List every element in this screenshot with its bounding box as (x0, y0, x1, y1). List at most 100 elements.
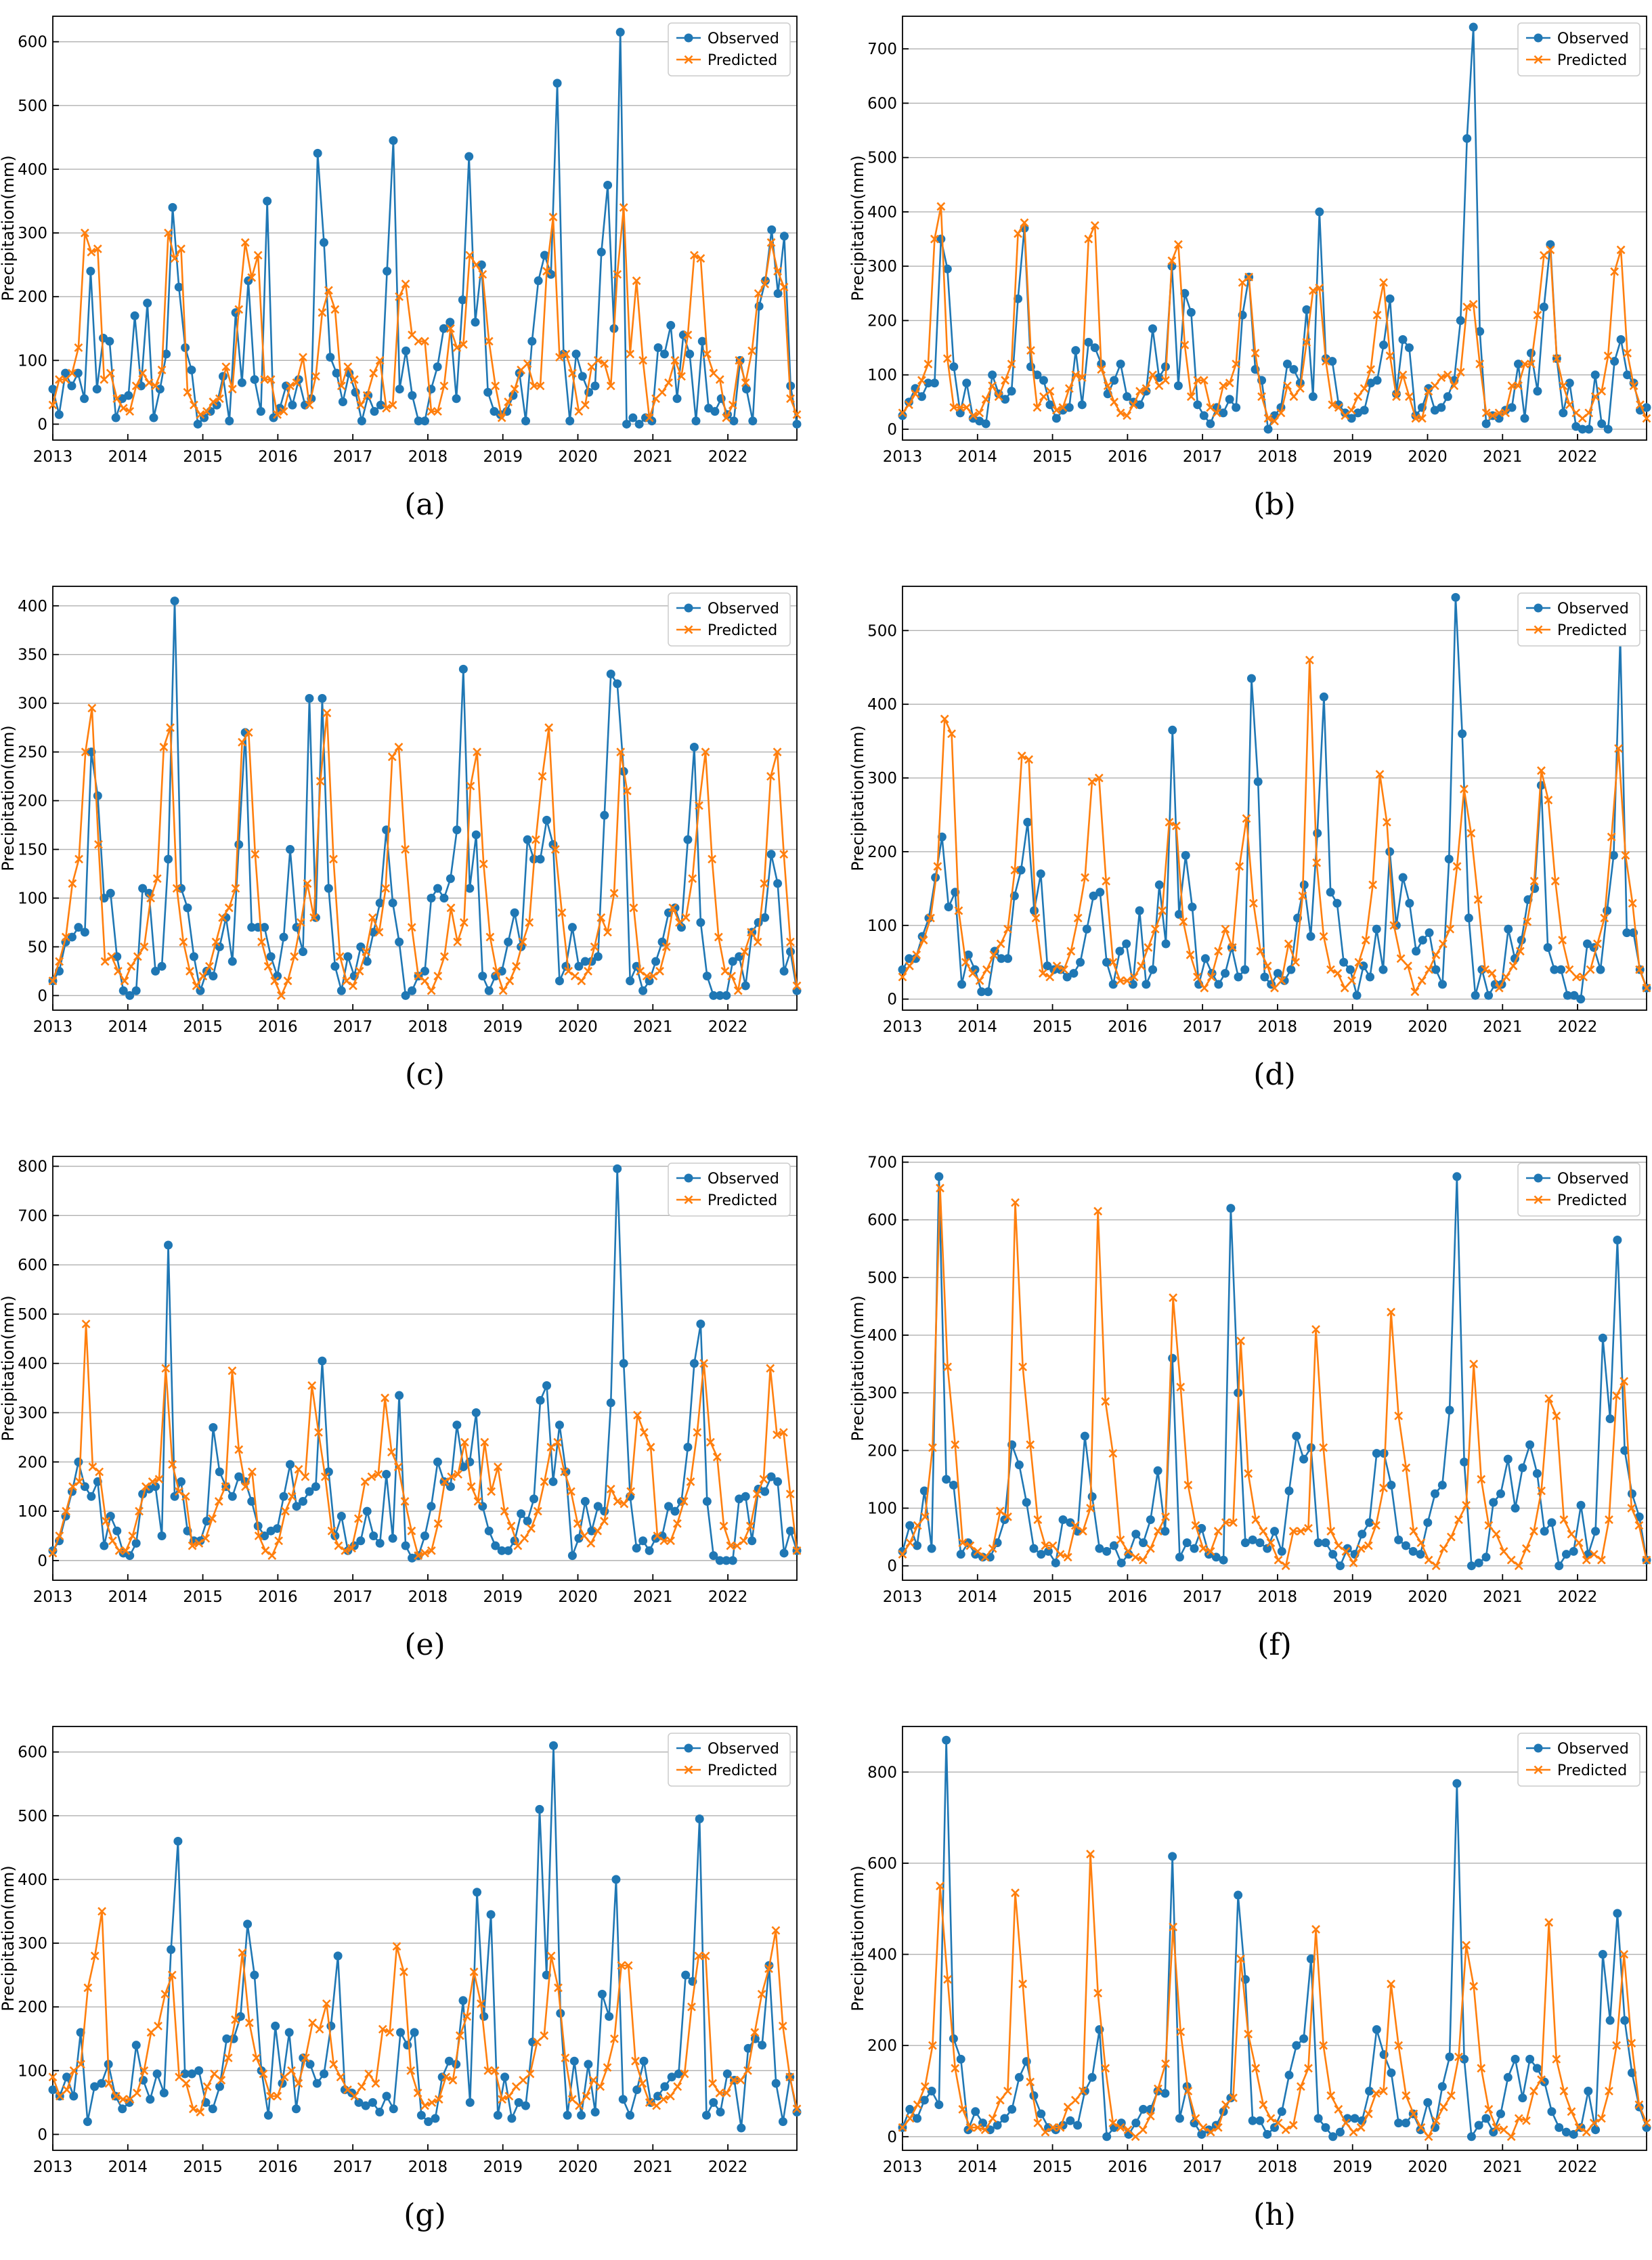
series-line-predicted (51, 707, 798, 997)
series-line-predicted (51, 207, 798, 419)
data-point (561, 2053, 570, 2062)
data-point (786, 1526, 796, 1536)
data-point (1452, 1172, 1462, 1181)
data-point (726, 1541, 735, 1550)
x-tick-label: 2017 (333, 448, 373, 466)
data-point (236, 2012, 245, 2021)
data-point (1102, 877, 1111, 886)
x-tick-label: 2013 (883, 1588, 923, 1606)
data-point (1616, 245, 1626, 255)
data-point (237, 378, 246, 387)
series-line-observed (901, 26, 1647, 431)
data-point (1354, 957, 1364, 967)
data-point (1306, 932, 1316, 941)
data-point (1446, 1532, 1456, 1542)
data-point (375, 355, 385, 365)
data-point (961, 957, 970, 967)
x-tick-label: 2019 (1332, 448, 1372, 466)
data-point (911, 389, 920, 399)
data-point (1550, 877, 1560, 886)
data-point (600, 359, 609, 368)
data-point (504, 2091, 514, 2101)
data-point (947, 729, 956, 739)
data-point (1123, 392, 1132, 401)
data-point (1304, 2064, 1313, 2073)
legend-marker (1534, 1173, 1543, 1183)
data-point (1405, 392, 1414, 401)
data-point (155, 385, 165, 394)
data-point (1248, 2116, 1257, 2125)
data-point (758, 2041, 767, 2050)
data-point (1288, 1527, 1298, 1536)
data-point (626, 349, 635, 359)
data-point (452, 1420, 462, 1430)
data-point (1182, 1538, 1192, 1548)
data-point (1404, 343, 1414, 353)
y-tick-label: 100 (867, 917, 897, 935)
data-point (1108, 1449, 1118, 1458)
data-point (729, 2076, 739, 2085)
data-point (722, 413, 731, 422)
x-tick-label: 2014 (108, 2158, 148, 2176)
panel-caption: (d) (1253, 1058, 1296, 1092)
series-observed (898, 1735, 1651, 2142)
data-point (1521, 1544, 1531, 1553)
data-point (1634, 1521, 1644, 1530)
data-point (1574, 2123, 1584, 2132)
data-point (1600, 913, 1609, 923)
data-point (427, 986, 436, 995)
data-point (217, 2076, 226, 2085)
legend-label: Observed (1557, 1171, 1629, 1188)
data-point (773, 1477, 783, 1486)
x-tick-label: 2020 (1408, 1018, 1448, 1036)
data-point (132, 2088, 142, 2098)
data-point (172, 884, 181, 893)
data-point (247, 273, 257, 282)
data-point (1036, 869, 1045, 879)
data-point (1484, 991, 1494, 1000)
data-point (1289, 365, 1299, 374)
data-point (680, 2069, 689, 2079)
data-point (1439, 2102, 1448, 2112)
data-point (767, 225, 777, 234)
data-point (500, 2072, 510, 2082)
data-point (532, 2037, 542, 2047)
data-point (1582, 1555, 1591, 1565)
data-point (691, 416, 701, 426)
data-point (102, 1517, 110, 1526)
data-point (1244, 272, 1254, 282)
data-point (414, 972, 423, 981)
data-point (1559, 408, 1568, 418)
data-point (161, 1364, 171, 1373)
data-point (533, 1506, 542, 1516)
y-axis-label: Precipitation(mm) (0, 155, 18, 301)
data-point (292, 378, 301, 387)
data-point (517, 1509, 526, 1519)
data-point (570, 972, 580, 981)
x-tick-label: 2021 (633, 1018, 673, 1036)
data-point (1547, 2107, 1557, 2116)
data-point (196, 410, 205, 419)
data-point (694, 801, 703, 810)
data-point (1260, 972, 1269, 982)
data-point (567, 923, 577, 932)
data-point (322, 708, 332, 718)
data-point (164, 854, 173, 864)
y-tick-label: 300 (18, 695, 47, 713)
data-point (1146, 1544, 1155, 1553)
x-tick-label: 2019 (483, 1018, 523, 1036)
data-point (1087, 777, 1097, 786)
data-point (395, 937, 404, 947)
data-point (1291, 957, 1301, 967)
data-point (514, 2098, 523, 2107)
data-point (750, 2028, 760, 2037)
data-point (518, 937, 527, 947)
data-point (560, 1467, 569, 1477)
data-point (655, 967, 664, 976)
y-tick-label: 400 (867, 204, 897, 221)
data-point (971, 2107, 980, 2116)
data-point (1518, 1463, 1527, 1473)
data-point (401, 991, 410, 1000)
data-point (567, 2095, 577, 2104)
